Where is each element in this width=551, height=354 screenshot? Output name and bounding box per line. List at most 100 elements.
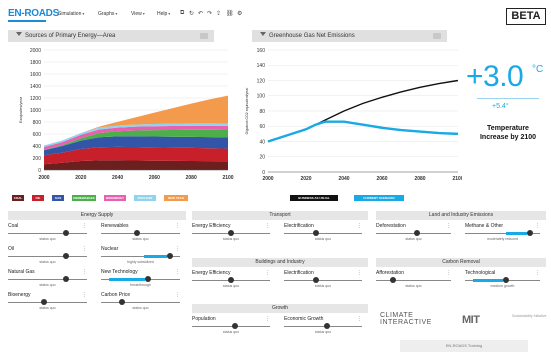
slider-handle[interactable] xyxy=(40,299,47,305)
slider-deforestation[interactable]: Deforestation ⋮ status quo xyxy=(376,223,451,243)
legend-chip-business-as-usual[interactable]: BUSINESS AS USUAL xyxy=(290,195,338,201)
graph-menu-icon[interactable] xyxy=(200,33,208,39)
legend-chip-coal[interactable]: COAL xyxy=(12,195,24,201)
more-options-icon[interactable]: ⋮ xyxy=(357,223,362,229)
slider-energy-efficiency[interactable]: Energy Efficiency ⋮ status quo xyxy=(192,223,270,243)
slider-handle[interactable] xyxy=(413,230,420,236)
slider-fill xyxy=(144,255,167,258)
more-options-icon[interactable]: ⋮ xyxy=(82,292,87,298)
slider-afforestation[interactable]: Afforestation ⋮ status quo xyxy=(376,270,451,290)
more-options-icon[interactable]: ⋮ xyxy=(175,223,180,229)
slider-handle[interactable] xyxy=(62,276,69,282)
slider-electrification[interactable]: Electrification ⋮ status quo xyxy=(284,223,362,243)
energy-chart-header[interactable]: Sources of Primary Energy—Area xyxy=(8,30,214,42)
slider-track[interactable] xyxy=(284,233,362,234)
more-options-icon[interactable]: ⋮ xyxy=(357,316,362,322)
slider-status: status quo xyxy=(222,237,240,241)
more-options-icon[interactable]: ⋮ xyxy=(446,223,451,229)
slider-handle[interactable] xyxy=(231,323,238,329)
slider-nuclear[interactable]: Nuclear ⋮ highly subsidized xyxy=(101,246,180,266)
slider-handle[interactable] xyxy=(228,277,234,283)
mit-logo[interactable]: MIT xyxy=(462,314,480,326)
slider-handle[interactable] xyxy=(312,277,319,283)
y-tick-label: 800 xyxy=(33,120,42,126)
slider-handle[interactable] xyxy=(502,277,509,283)
slider-population[interactable]: Population ⋮ status quo xyxy=(192,316,270,336)
legend-chip-new-tech[interactable]: NEW TECH xyxy=(164,195,188,201)
slider-handle[interactable] xyxy=(62,230,69,236)
more-options-icon[interactable]: ⋮ xyxy=(265,316,270,322)
refresh-icon[interactable]: ↻ xyxy=(189,11,195,17)
slider-handle[interactable] xyxy=(527,230,534,236)
slider-handle[interactable] xyxy=(119,299,126,305)
more-options-icon[interactable]: ⋮ xyxy=(357,270,362,276)
link-icon[interactable]: ⛓ xyxy=(226,11,234,17)
legend-chip-nuclear[interactable]: NUCLEAR xyxy=(134,195,156,201)
legend-chip-bioenergy[interactable]: BIOENERGY xyxy=(104,195,126,201)
more-options-icon[interactable]: ⋮ xyxy=(535,223,540,229)
more-options-icon[interactable]: ⋮ xyxy=(82,269,87,275)
slider-handle[interactable] xyxy=(312,230,319,236)
slider-track[interactable] xyxy=(284,280,362,281)
slider-handle[interactable] xyxy=(62,253,69,259)
slider-track[interactable] xyxy=(8,279,87,280)
slider-track[interactable] xyxy=(192,326,270,327)
slider-methane-other[interactable]: Methane & Other ⋮ moderately reduced xyxy=(465,223,540,243)
slider-handle[interactable] xyxy=(144,276,151,282)
more-options-icon[interactable]: ⋮ xyxy=(175,246,180,252)
undo-icon[interactable]: ↶ xyxy=(198,11,204,17)
slider-track[interactable] xyxy=(8,233,87,234)
slider-track[interactable] xyxy=(376,280,451,281)
slider-energy-efficiency[interactable]: Energy Efficiency ⋮ status quo xyxy=(192,270,270,290)
slider-track[interactable] xyxy=(101,256,180,257)
slider-economic-growth[interactable]: Economic Growth ⋮ status quo xyxy=(284,316,362,336)
slider-handle[interactable] xyxy=(389,277,396,283)
menu-simulation[interactable]: Simulation▾ xyxy=(58,11,84,17)
slider-track[interactable] xyxy=(465,233,540,234)
menu-graphs[interactable]: Graphs▾ xyxy=(98,11,117,17)
slider-track[interactable] xyxy=(284,326,362,327)
more-options-icon[interactable]: ⋮ xyxy=(82,246,87,252)
slider-oil[interactable]: Oil ⋮ status quo xyxy=(8,246,87,266)
legend-chip-current-scenario[interactable]: CURRENT SCENARIO xyxy=(354,195,404,201)
copy-icon[interactable]: ⧉ xyxy=(180,10,185,16)
slider-renewables[interactable]: Renewables ⋮ status quo xyxy=(101,223,180,243)
more-options-icon[interactable]: ⋮ xyxy=(175,269,180,275)
slider-bioenergy[interactable]: Bioenergy ⋮ status quo xyxy=(8,292,87,312)
share-icon[interactable]: ⇪ xyxy=(216,11,222,17)
slider-natural-gas[interactable]: Natural Gas ⋮ status quo xyxy=(8,269,87,289)
slider-handle[interactable] xyxy=(323,323,330,329)
slider-electrification[interactable]: Electrification ⋮ status quo xyxy=(284,270,362,290)
climate-interactive-logo[interactable]: CLIMATE INTERACTIVE xyxy=(380,312,432,326)
more-options-icon[interactable]: ⋮ xyxy=(175,292,180,298)
ghg-chart-header[interactable]: Greenhouse Gas Net Emissions xyxy=(252,30,447,42)
more-options-icon[interactable]: ⋮ xyxy=(265,223,270,229)
settings-icon[interactable]: ⚙ xyxy=(237,11,243,17)
menu-view[interactable]: View▾ xyxy=(131,11,145,17)
more-options-icon[interactable]: ⋮ xyxy=(535,270,540,276)
slider-track[interactable] xyxy=(101,233,180,234)
graph-menu-icon[interactable] xyxy=(433,33,441,39)
slider-status: status quo xyxy=(222,330,240,334)
slider-handle[interactable] xyxy=(228,230,234,236)
legend-chip-oil[interactable]: OIL xyxy=(32,195,44,201)
slider-carbon-price[interactable]: Carbon Price ⋮ status quo xyxy=(101,292,180,312)
slider-track[interactable] xyxy=(8,256,87,257)
caret-down-icon xyxy=(16,32,22,37)
slider-track[interactable] xyxy=(376,233,451,234)
more-options-icon[interactable]: ⋮ xyxy=(265,270,270,276)
menu-help[interactable]: Help▾ xyxy=(157,11,170,17)
slider-handle[interactable] xyxy=(133,230,140,236)
slider-technological[interactable]: Technological ⋮ medium growth xyxy=(465,270,540,290)
more-options-icon[interactable]: ⋮ xyxy=(82,223,87,229)
training-banner[interactable]: EN-ROADS Training xyxy=(400,340,528,352)
slider-track[interactable] xyxy=(8,302,87,303)
legend-chip-gas[interactable]: GAS xyxy=(52,195,64,201)
redo-icon[interactable]: ↷ xyxy=(207,11,213,17)
legend-chip-renewables[interactable]: RENEWABLES xyxy=(72,195,96,201)
slider-new-technology[interactable]: New Technology ⋮ breakthrough xyxy=(101,269,180,289)
slider-coal[interactable]: Coal ⋮ status quo xyxy=(8,223,87,243)
slider-track[interactable] xyxy=(101,302,180,303)
slider-handle[interactable] xyxy=(166,253,173,259)
more-options-icon[interactable]: ⋮ xyxy=(446,270,451,276)
